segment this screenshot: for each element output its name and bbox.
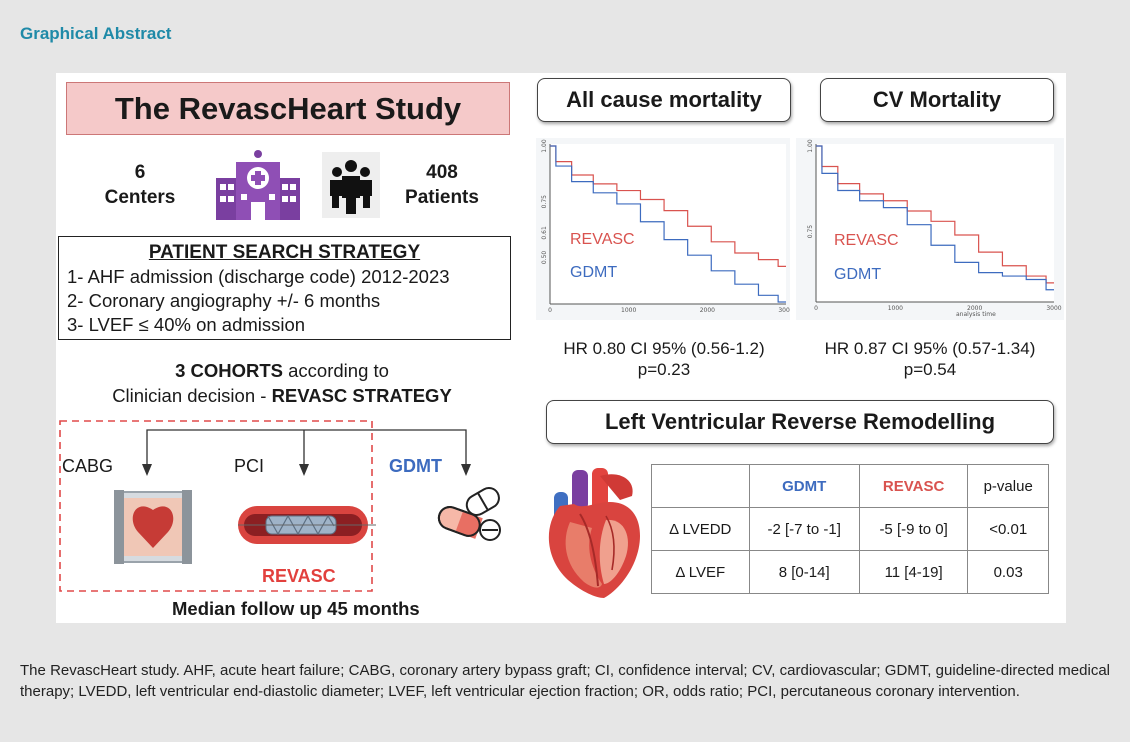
table-header-gdmt: GDMT (748, 464, 860, 508)
table-cell: -5 [-9 to 0] (858, 507, 969, 551)
study-title-box: The RevascHeart Study (66, 82, 510, 135)
km-series-gdmt (550, 145, 786, 303)
km-series-revasc (816, 145, 1054, 284)
x-tick-label: 0 (548, 307, 552, 314)
cv-gdmt-legend: GDMT (834, 266, 882, 283)
x-tick-label: 3000 (1046, 305, 1061, 312)
table-cell: Δ LVEF (651, 550, 750, 594)
all-cause-gdmt-legend: GDMT (570, 264, 618, 281)
table-cell: 8 [0-14] (748, 550, 860, 594)
table-cell: <0.01 (967, 507, 1049, 551)
hospital-icon (216, 150, 300, 220)
y-tick-label: 0.50 (541, 251, 548, 265)
search-item-2: 2- Coronary angiography +/- 6 months (67, 290, 381, 311)
table-header-revasc: REVASC (858, 464, 969, 508)
table-cell: 11 [4-19] (858, 550, 969, 594)
cv-mortality-title: CV Mortality (820, 78, 1054, 122)
patients-stat: 408 Patients (392, 160, 492, 210)
y-tick-label: 1.00 (541, 139, 548, 153)
x-tick-label: 2000 (967, 305, 982, 312)
all-cause-hr-line: HR 0.80 CI 95% (0.56-1.2) (563, 339, 765, 358)
cv-hr: HR 0.87 CI 95% (0.57-1.34) p=0.54 (802, 338, 1058, 380)
km-series-gdmt (816, 145, 1054, 291)
table-cell: 0.03 (967, 550, 1049, 594)
pci-label: PCI (234, 456, 265, 476)
revasc-label: REVASC (262, 566, 336, 586)
clinician-decision: Clinician decision - (112, 385, 272, 406)
y-tick-label: 0.75 (541, 195, 548, 209)
revasc-strategy: REVASC STRATEGY (271, 385, 452, 406)
centers-label: Centers (104, 187, 176, 208)
chart-title-cv: CV Mortality (872, 87, 1002, 112)
cohorts-count: 3 COHORTS (175, 360, 283, 381)
patients-label: Patients (405, 187, 479, 208)
x-tick-label: 1000 (621, 307, 636, 314)
patients-count: 408 (426, 162, 458, 183)
cohort-tree (59, 420, 471, 592)
remodelling-table: GDMT REVASC p-value Δ LVEDD -2 [-7 to -1… (651, 464, 1049, 594)
all-cause-p-line: p=0.23 (637, 360, 691, 379)
x-tick-label: 2000 (700, 307, 715, 314)
all-cause-hr: HR 0.80 CI 95% (0.56-1.2) p=0.23 (536, 338, 792, 380)
km-series-revasc (550, 145, 786, 267)
cv-p-line: p=0.54 (903, 360, 957, 379)
cohorts-text: 3 COHORTS according to Clinician decisio… (52, 358, 512, 408)
centers-count: 6 (134, 162, 146, 183)
table-header-row: GDMT REVASC p-value (651, 464, 1049, 508)
y-tick-label: 1.00 (807, 139, 814, 153)
figure-caption: The RevascHeart study. AHF, acute heart … (20, 662, 1110, 700)
cv-km-chart: 0 1000 2000 3000 1.00 0.75 analysis time (796, 138, 1064, 320)
heart-icon (548, 468, 640, 598)
followup-text: Median follow up 45 months (172, 598, 420, 619)
stent-icon (238, 506, 376, 544)
y-tick-label: 0.75 (807, 225, 814, 239)
gdmt-label: GDMT (389, 456, 442, 476)
all-cause-revasc-legend: REVASC (570, 231, 635, 248)
cohorts-rest: according to (283, 360, 389, 381)
cv-hr-line: HR 0.87 CI 95% (0.57-1.34) (824, 339, 1036, 358)
table-header-pvalue: p-value (967, 464, 1049, 508)
search-title: PATIENT SEARCH STRATEGY (148, 242, 421, 263)
cv-xlabel: analysis time (956, 311, 996, 318)
study-title: The RevascHeart Study (114, 90, 462, 126)
cabg-label: CABG (62, 456, 114, 476)
cv-revasc-legend: REVASC (834, 232, 899, 249)
people-icon (322, 152, 380, 218)
table-row: Δ LVEDD -2 [-7 to -1] -5 [-9 to 0] <0.01 (651, 507, 1049, 551)
all-cause-km-chart: 0 1000 2000 3000 1.00 0.75 0.61 0.50 (536, 138, 790, 320)
pills-icon (437, 486, 501, 541)
x-tick-label: 3000 (778, 307, 790, 314)
x-tick-label: 1000 (888, 305, 903, 312)
all-cause-mortality-title: All cause mortality (537, 78, 791, 122)
y-tick-label: 0.61 (541, 226, 548, 240)
table-cell: -2 [-7 to -1] (748, 507, 860, 551)
cabg-graft-icon (114, 490, 192, 564)
remodelling-title-text: Left Ventricular Reverse Remodelling (604, 409, 996, 434)
table-cell: Δ LVEDD (651, 507, 750, 551)
x-tick-label: 0 (814, 305, 818, 312)
centers-stat: 6 Centers (90, 160, 190, 210)
remodelling-title: Left Ventricular Reverse Remodelling (546, 400, 1054, 444)
search-item-1: 1- AHF admission (discharge code) 2012-2… (67, 266, 450, 287)
table-header-blank (651, 464, 750, 508)
patient-search-box: PATIENT SEARCH STRATEGY 1- AHF admission… (58, 236, 511, 340)
graphical-abstract-title: Graphical Abstract (20, 24, 172, 43)
table-row: Δ LVEF 8 [0-14] 11 [4-19] 0.03 (651, 550, 1049, 594)
chart-title-all-cause: All cause mortality (566, 87, 762, 112)
search-item-3: 3- LVEF ≤ 40% on admission (67, 314, 306, 335)
